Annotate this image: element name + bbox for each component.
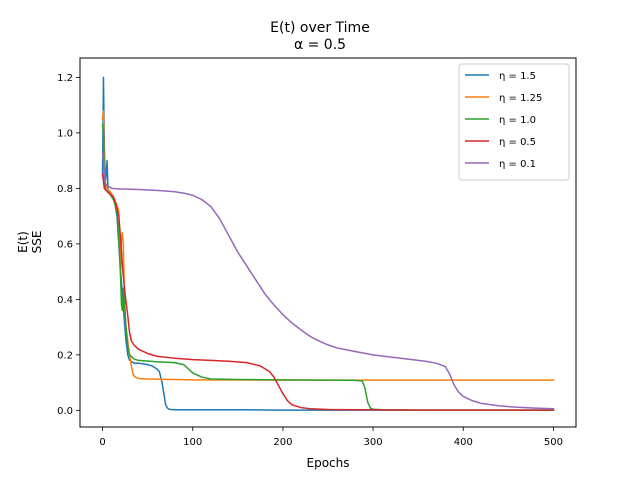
y-axis-label-secondary: SSE (30, 231, 44, 254)
chart-title: E(t) over Time (270, 20, 370, 36)
legend-box (458, 63, 570, 181)
series-layer (101, 76, 555, 411)
legend-label-5: η = 0.1 (499, 159, 536, 170)
y-tick-label: 1.0 (57, 128, 73, 139)
legend-label-4: η = 0.5 (499, 137, 536, 148)
x-axis: 0 100 200 300 400 500 (99, 427, 563, 448)
x-tick-label: 100 (183, 437, 202, 448)
y-axis-label-group: E(t) SSE (16, 231, 44, 254)
x-tick-label: 500 (544, 437, 563, 448)
y-tick-label: 0.0 (57, 406, 73, 417)
series-line-3 (101, 123, 555, 411)
y-tick-label: 1.2 (57, 73, 73, 84)
y-tick-label: 0.8 (57, 184, 73, 195)
y-axis: 0.0 0.2 0.4 0.6 0.8 1.0 1.2 (57, 73, 80, 417)
legend-label-2: η = 1.25 (499, 93, 542, 104)
x-tick-label: 400 (454, 437, 473, 448)
x-tick-label: 300 (364, 437, 383, 448)
y-tick-label: 0.6 (57, 239, 73, 250)
series-line-5 (101, 151, 555, 410)
y-tick-label: 0.4 (57, 295, 73, 306)
y-axis-label: E(t) (16, 231, 30, 253)
x-axis-label: Epochs (307, 456, 350, 470)
series-line-4 (101, 173, 555, 411)
plot-frame (79, 57, 577, 428)
legend-label-1: η = 1.5 (499, 71, 536, 82)
y-tick-label: 0.2 (57, 350, 73, 361)
legend: η = 1.5 η = 1.25 η = 1.0 η = 0.5 η = 0.1 (458, 63, 570, 181)
chart-subtitle: α = 0.5 (294, 37, 346, 53)
x-tick-label: 200 (273, 437, 292, 448)
legend-label-3: η = 1.0 (499, 115, 536, 126)
x-tick-label: 0 (99, 437, 105, 448)
